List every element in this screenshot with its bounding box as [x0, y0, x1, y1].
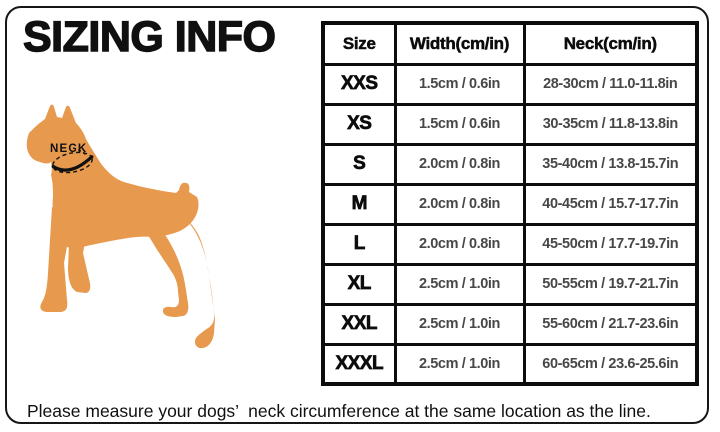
dog-rear-leg-near: [146, 231, 189, 317]
width-value: 2.5cm / 1.0in: [393, 262, 526, 306]
width-value: 2.5cm / 1.0in: [393, 342, 526, 386]
table-row: XXS 1.5cm / 0.6in 28-30cm / 11.0-11.8in: [321, 62, 699, 106]
collar-line: [51, 155, 94, 172]
neck-label: NECK: [50, 143, 87, 155]
size-label: L: [321, 222, 397, 266]
page-title: SIZING INFO: [22, 12, 276, 61]
size-label: XXL: [321, 302, 397, 346]
table-row: XL 2.5cm / 1.0in 50-55cm / 19.7-21.7in: [321, 262, 699, 306]
dog-illustration: NECK: [26, 104, 215, 349]
neck-value: 45-50cm / 17.7-19.7in: [522, 222, 699, 266]
table-header-row: Size Width(cm/in) Neck(cm/in): [321, 21, 699, 66]
table-row: S 2.0cm / 0.8in 35-40cm / 13.8-15.7in: [321, 142, 699, 186]
table-row: XXL 2.5cm / 1.0in 55-60cm / 21.7-23.6in: [321, 302, 699, 346]
header-neck: Neck(cm/in): [522, 21, 699, 66]
dog-rear-leg-far: [176, 211, 215, 349]
table-row: XS 1.5cm / 0.6in 30-35cm / 11.8-13.8in: [321, 102, 699, 146]
header-width: Width(cm/in): [393, 21, 526, 66]
table-row: XXXL 2.5cm / 1.0in 60-65cm / 23.6-25.6in: [321, 342, 699, 386]
size-label: XL: [321, 262, 397, 306]
panel-border: [5, 6, 709, 424]
width-value: 1.5cm / 0.6in: [393, 62, 526, 106]
size-label: S: [321, 142, 397, 186]
size-label: XXS: [321, 62, 397, 106]
measurement-note: Please measure your dogs’ neck circumfer…: [27, 401, 651, 421]
neck-value: 28-30cm / 11.0-11.8in: [522, 62, 699, 106]
table-row: M 2.0cm / 0.8in 40-45cm / 15.7-17.7in: [321, 182, 699, 226]
neck-value: 35-40cm / 13.8-15.7in: [522, 142, 699, 186]
sizing-table: Size Width(cm/in) Neck(cm/in) XXS 1.5cm …: [321, 21, 699, 386]
width-value: 2.0cm / 0.8in: [393, 182, 526, 226]
size-label: XS: [321, 102, 397, 146]
table-row: L 2.0cm / 0.8in 45-50cm / 17.7-19.7in: [321, 222, 699, 266]
neck-value: 60-65cm / 23.6-25.6in: [522, 342, 699, 386]
width-value: 2.0cm / 0.8in: [393, 222, 526, 266]
collar-dashed-ellipse: [52, 151, 93, 174]
width-value: 2.5cm / 1.0in: [393, 302, 526, 346]
width-value: 2.0cm / 0.8in: [393, 142, 526, 186]
size-label: M: [321, 182, 397, 226]
width-value: 1.5cm / 0.6in: [393, 102, 526, 146]
neck-value: 55-60cm / 21.7-23.6in: [522, 302, 699, 346]
neck-pointer-line: [72, 147, 87, 156]
header-size: Size: [321, 21, 397, 66]
dog-silhouette: [26, 104, 199, 249]
neck-value: 30-35cm / 11.8-13.8in: [522, 102, 699, 146]
size-label: XXXL: [321, 342, 397, 386]
neck-value: 50-55cm / 19.7-21.7in: [522, 262, 699, 306]
neck-value: 40-45cm / 15.7-17.7in: [522, 182, 699, 226]
